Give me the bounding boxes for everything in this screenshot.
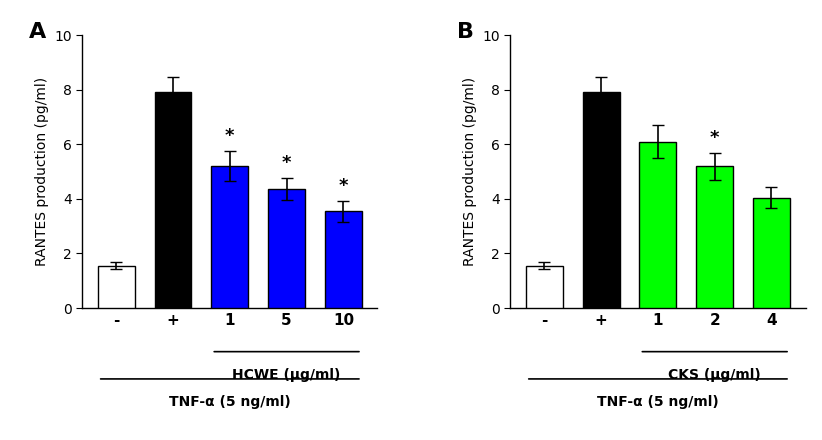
Text: TNF-α (5 ng/ml): TNF-α (5 ng/ml)	[169, 395, 291, 409]
Y-axis label: RANTES production (pg/ml): RANTES production (pg/ml)	[35, 77, 48, 266]
Text: HCWE (μg/ml): HCWE (μg/ml)	[233, 368, 341, 382]
Y-axis label: RANTES production (pg/ml): RANTES production (pg/ml)	[463, 77, 477, 266]
Text: B: B	[457, 22, 474, 41]
Text: CKS (μg/ml): CKS (μg/ml)	[668, 368, 761, 382]
Text: *: *	[710, 128, 719, 147]
Bar	[325, 211, 362, 308]
Text: *: *	[282, 154, 291, 172]
Bar	[583, 92, 620, 308]
Bar	[640, 142, 677, 308]
Text: *: *	[339, 177, 349, 195]
Bar	[753, 198, 790, 308]
Bar	[98, 266, 135, 308]
Bar	[526, 266, 563, 308]
Text: TNF-α (5 ng/ml): TNF-α (5 ng/ml)	[597, 395, 718, 409]
Bar	[211, 166, 248, 308]
Bar	[268, 189, 305, 308]
Bar	[155, 92, 192, 308]
Text: A: A	[29, 22, 46, 41]
Bar	[696, 166, 733, 308]
Text: *: *	[225, 127, 234, 145]
